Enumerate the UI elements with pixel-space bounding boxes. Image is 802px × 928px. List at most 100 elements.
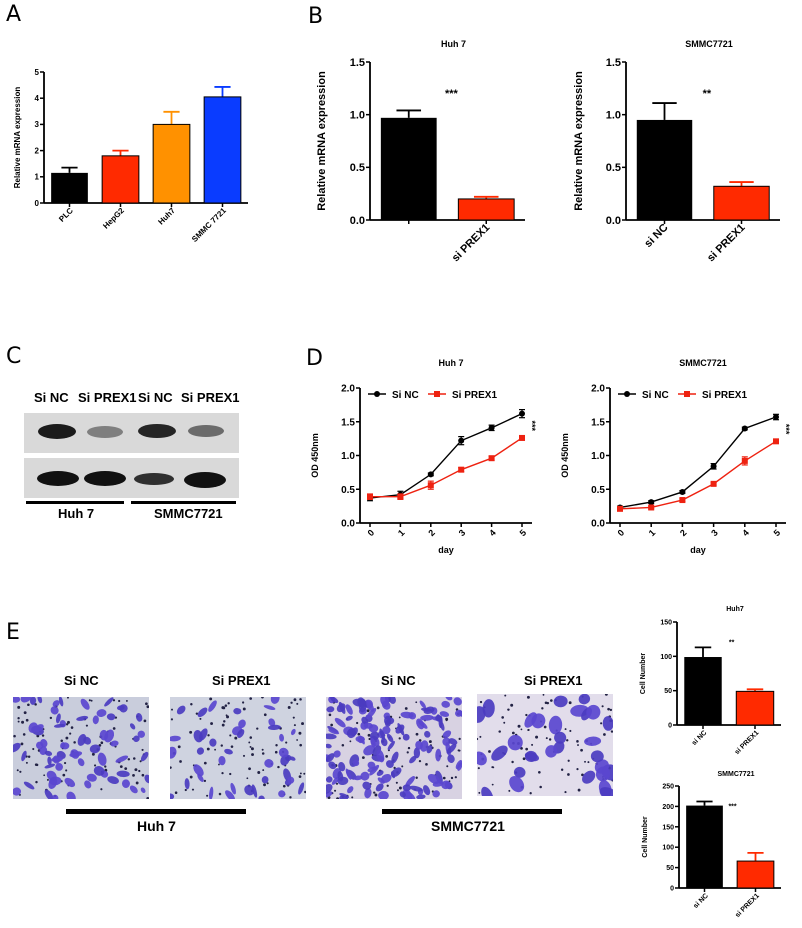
stained-cell bbox=[331, 776, 340, 785]
stained-cell bbox=[326, 733, 337, 740]
stained-cell bbox=[334, 717, 346, 728]
stained-cell bbox=[37, 697, 43, 704]
stained-cell bbox=[170, 793, 175, 799]
stained-cell bbox=[44, 763, 56, 769]
stained-cell bbox=[457, 762, 462, 771]
chart-title: Huh7 bbox=[726, 606, 744, 613]
membrane-pore bbox=[479, 700, 483, 704]
stained-cell bbox=[405, 776, 416, 787]
stained-cell bbox=[209, 786, 214, 799]
stained-cell bbox=[129, 785, 138, 794]
stained-cell bbox=[386, 760, 394, 768]
stained-cell bbox=[258, 795, 265, 799]
stained-cell bbox=[491, 745, 508, 761]
membrane-pore bbox=[170, 718, 174, 721]
data-point bbox=[427, 471, 434, 478]
membrane-pore bbox=[177, 745, 181, 749]
stained-cell bbox=[602, 716, 613, 731]
stained-cell bbox=[106, 713, 116, 721]
membrane-pore bbox=[357, 732, 361, 736]
bar-chart-e1: 0 50 100 150 Cell Number Huh7 si NC si PREX1 ** bbox=[640, 606, 781, 756]
membrane-pore bbox=[477, 737, 479, 741]
membrane-pore bbox=[22, 733, 26, 736]
membrane-pore bbox=[567, 773, 570, 776]
membrane-pore bbox=[577, 744, 579, 746]
stained-cell bbox=[420, 714, 434, 721]
stained-cell bbox=[345, 704, 353, 715]
membrane-pore bbox=[274, 750, 278, 754]
stained-cell bbox=[328, 729, 340, 735]
chart-title: Huh 7 bbox=[441, 39, 466, 49]
stained-cell bbox=[84, 780, 92, 789]
stained-cell bbox=[477, 751, 487, 766]
stained-cell bbox=[448, 738, 458, 745]
stained-cell bbox=[584, 736, 602, 746]
membrane-pore bbox=[508, 789, 511, 792]
bar bbox=[203, 96, 242, 204]
panel-label-c: C bbox=[6, 344, 22, 369]
y-tick-label: 1 bbox=[35, 173, 40, 182]
y-tick-label: 1.5 bbox=[341, 417, 355, 428]
membrane-pore bbox=[501, 716, 504, 719]
stained-cell bbox=[553, 695, 568, 708]
membrane-pore bbox=[242, 701, 245, 704]
membrane-pore bbox=[251, 753, 254, 757]
membrane-pore bbox=[27, 703, 30, 707]
stained-cell bbox=[326, 791, 333, 798]
stained-cell bbox=[129, 723, 136, 730]
membrane-pore bbox=[132, 773, 135, 777]
data-point bbox=[367, 493, 373, 500]
stained-cell bbox=[196, 747, 205, 755]
stained-cell bbox=[402, 733, 410, 741]
stained-cell bbox=[110, 740, 119, 747]
legend-label: Si NC bbox=[392, 390, 419, 401]
membrane-pore bbox=[203, 779, 207, 783]
stained-cell bbox=[386, 733, 394, 743]
y-tick-label: 5 bbox=[35, 68, 40, 77]
stained-cell bbox=[326, 706, 335, 713]
stained-cell bbox=[34, 724, 44, 733]
stained-cell bbox=[554, 731, 567, 744]
bar bbox=[636, 119, 693, 220]
membrane-pore bbox=[510, 703, 514, 707]
blot-band bbox=[138, 424, 176, 438]
membrane-pore bbox=[206, 747, 210, 751]
y-tick-label: 0.0 bbox=[341, 519, 355, 530]
stained-cell bbox=[96, 709, 107, 717]
stained-cell bbox=[599, 787, 613, 796]
membrane-pore bbox=[17, 720, 20, 723]
membrane-pore bbox=[73, 741, 76, 744]
line-chart-d2: 0.0 0.5 1.0 1.5 2.0 0 1 2 3 4 5 OD 450nm day SMMC7721… bbox=[560, 358, 791, 555]
panel-label-a: A bbox=[6, 2, 22, 27]
membrane-pore bbox=[366, 709, 370, 713]
membrane-pore bbox=[49, 716, 53, 720]
micrograph-group-label: SMMC7721 bbox=[431, 818, 505, 834]
membrane-pore bbox=[577, 788, 581, 792]
stained-cell bbox=[384, 715, 392, 726]
x-tick-label: si PREX1 bbox=[734, 729, 761, 756]
stained-cell bbox=[388, 697, 396, 704]
legend-label: Si NC bbox=[642, 390, 669, 401]
legend-label: Si PREX1 bbox=[452, 390, 497, 401]
y-tick-label: 0 bbox=[670, 885, 674, 892]
membrane-pore bbox=[607, 707, 610, 711]
membrane-pore bbox=[124, 767, 128, 771]
membrane-pore bbox=[349, 740, 352, 743]
membrane-pore bbox=[91, 752, 95, 756]
y-tick-label: 4 bbox=[35, 94, 40, 103]
membrane-pore bbox=[88, 699, 91, 702]
stained-cell bbox=[55, 763, 64, 771]
stained-cell bbox=[347, 786, 354, 794]
stained-cell bbox=[218, 755, 226, 766]
stained-cell bbox=[140, 787, 146, 794]
membrane-pore bbox=[32, 747, 35, 751]
stained-cell bbox=[137, 730, 146, 738]
membrane-pore bbox=[41, 734, 45, 737]
membrane-pore bbox=[70, 726, 74, 729]
stained-cell bbox=[432, 790, 440, 798]
membrane-pore bbox=[296, 702, 299, 705]
membrane-pore bbox=[112, 727, 116, 730]
series-line bbox=[370, 437, 523, 498]
membrane-pore bbox=[401, 765, 404, 768]
micrograph-label: Si NC bbox=[64, 673, 99, 688]
